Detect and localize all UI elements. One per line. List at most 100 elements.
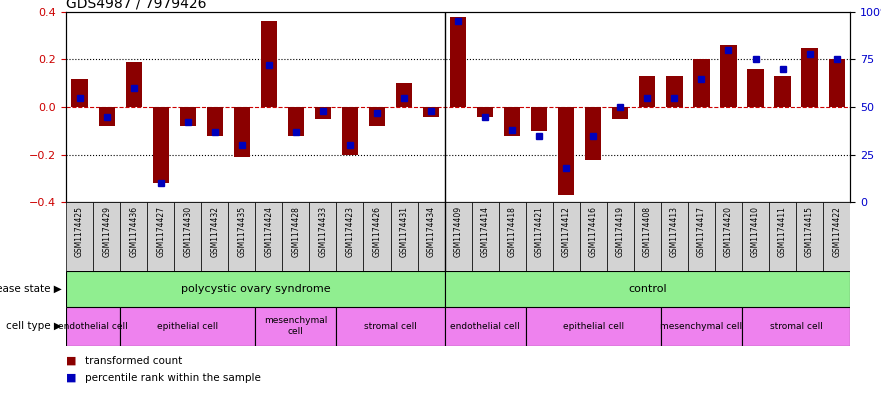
Bar [445,271,850,307]
Bar [337,202,364,271]
Text: GSM1174414: GSM1174414 [481,206,490,257]
Bar [769,202,796,271]
Text: GSM1174426: GSM1174426 [373,206,381,257]
Bar [180,107,196,126]
Text: ■: ■ [66,373,77,383]
Bar [693,59,709,107]
Text: GSM1174433: GSM1174433 [318,206,328,257]
Text: GSM1174418: GSM1174418 [507,206,516,257]
Text: GSM1174421: GSM1174421 [535,206,544,257]
Text: mesenchymal cell: mesenchymal cell [661,322,743,331]
Bar [315,107,331,119]
Bar [661,202,688,271]
Bar [93,202,120,271]
Bar [152,107,169,184]
Text: stromal cell: stromal cell [770,322,823,331]
Text: GSM1174429: GSM1174429 [102,206,111,257]
Text: GSM1174413: GSM1174413 [670,206,679,257]
Text: GSM1174417: GSM1174417 [697,206,706,257]
Text: GSM1174435: GSM1174435 [237,206,247,257]
Bar [228,202,255,271]
Bar [120,307,255,346]
Bar [423,107,440,117]
Text: GSM1174423: GSM1174423 [345,206,354,257]
Text: GSM1174430: GSM1174430 [183,206,192,257]
Text: GSM1174420: GSM1174420 [724,206,733,257]
Bar [445,202,471,271]
Bar [828,59,845,107]
Text: GSM1174411: GSM1174411 [778,206,787,257]
Bar [796,202,823,271]
Text: disease state ▶: disease state ▶ [0,284,62,294]
Bar [418,202,445,271]
Bar [721,45,737,107]
Bar [499,202,526,271]
Bar [471,202,499,271]
Text: GSM1174431: GSM1174431 [400,206,409,257]
Text: epithelial cell: epithelial cell [157,322,218,331]
Bar [552,202,580,271]
Bar [526,202,552,271]
Text: GSM1174434: GSM1174434 [426,206,435,257]
Bar [283,202,309,271]
Bar [559,107,574,195]
Bar [309,202,337,271]
Text: GSM1174432: GSM1174432 [211,206,219,257]
Bar [715,202,742,271]
Bar [580,202,607,271]
Text: GSM1174408: GSM1174408 [643,206,652,257]
Bar [742,202,769,271]
Bar [174,202,201,271]
Bar [633,202,661,271]
Text: GSM1174436: GSM1174436 [130,206,138,257]
Bar [477,107,493,117]
Bar [612,107,628,119]
Bar [255,307,337,346]
Bar [255,202,283,271]
Bar [364,202,390,271]
Text: GSM1174409: GSM1174409 [454,206,463,257]
Text: percentile rank within the sample: percentile rank within the sample [85,373,262,383]
Bar [337,307,445,346]
Bar [147,202,174,271]
Bar [396,83,412,107]
Bar [66,202,93,271]
Bar [233,107,250,157]
Bar [585,107,602,160]
Bar [201,202,228,271]
Bar [504,107,521,136]
Text: endothelial cell: endothelial cell [58,322,128,331]
Bar [640,76,655,107]
Bar [774,76,790,107]
Bar [526,307,661,346]
Text: GSM1174410: GSM1174410 [751,206,760,257]
Text: polycystic ovary syndrome: polycystic ovary syndrome [181,284,330,294]
Text: GSM1174416: GSM1174416 [589,206,598,257]
Text: GSM1174422: GSM1174422 [833,206,841,257]
Bar [66,307,120,346]
Text: GDS4987 / 7979426: GDS4987 / 7979426 [66,0,206,11]
Bar [688,202,715,271]
Text: endothelial cell: endothelial cell [450,322,520,331]
Text: GSM1174427: GSM1174427 [156,206,166,257]
Text: transformed count: transformed count [85,356,182,366]
Bar [742,307,850,346]
Text: GSM1174412: GSM1174412 [562,206,571,257]
Text: control: control [628,284,667,294]
Bar [607,202,633,271]
Bar [666,76,683,107]
Text: GSM1174415: GSM1174415 [805,206,814,257]
Bar [747,69,764,107]
Text: stromal cell: stromal cell [364,322,417,331]
Bar [802,48,818,107]
Text: epithelial cell: epithelial cell [563,322,624,331]
Text: ■: ■ [66,356,77,366]
Text: GSM1174424: GSM1174424 [264,206,273,257]
Text: GSM1174419: GSM1174419 [616,206,625,257]
Text: GSM1174425: GSM1174425 [75,206,84,257]
Bar [126,62,142,107]
Bar [369,107,385,126]
Bar [445,307,526,346]
Bar [342,107,358,155]
Bar [207,107,223,136]
